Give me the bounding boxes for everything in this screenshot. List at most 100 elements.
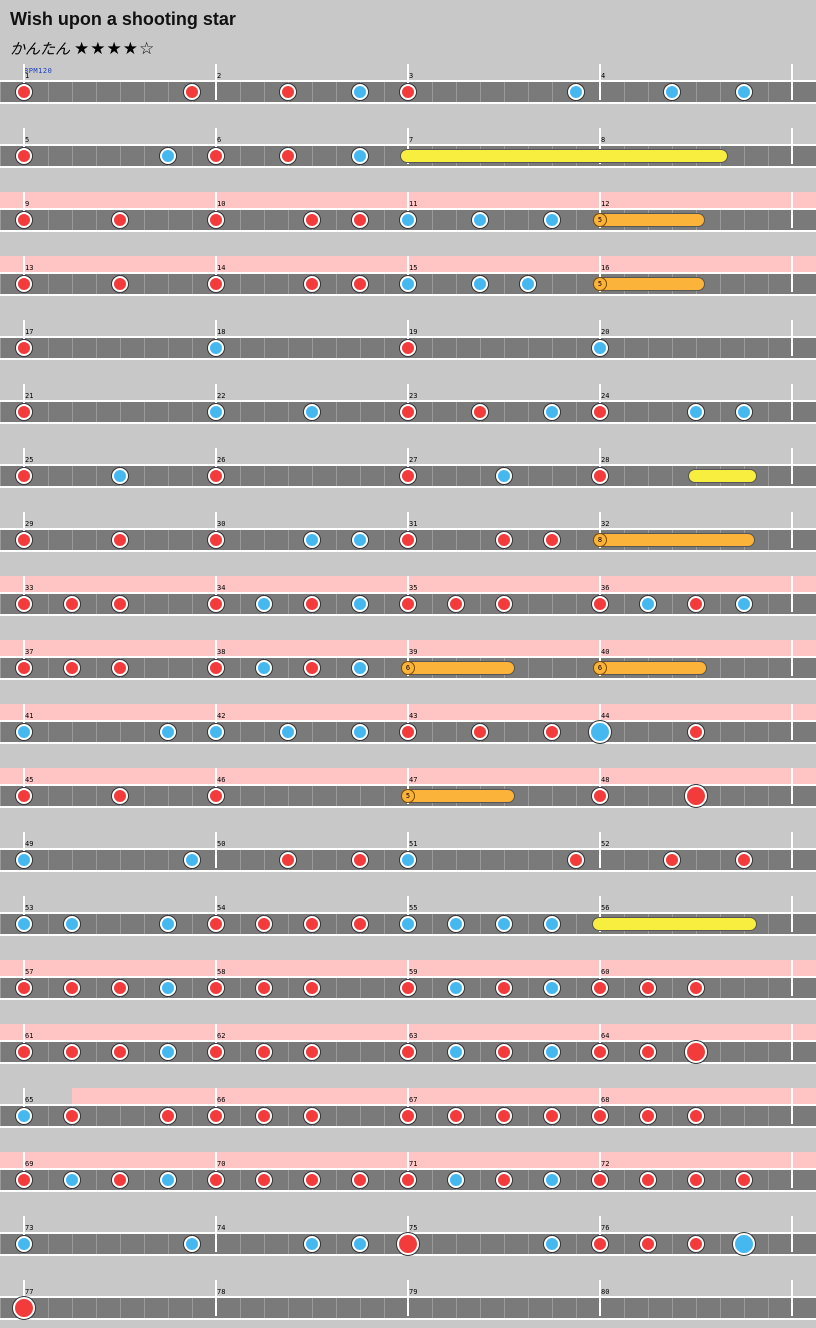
bar-line [407, 448, 409, 484]
bar-line [791, 448, 793, 484]
beat-line [96, 210, 97, 230]
beat-line [144, 914, 145, 934]
beat-line [720, 1042, 721, 1062]
don-note [280, 84, 296, 100]
bar-line [215, 128, 217, 164]
beat-line [768, 594, 769, 614]
measure-number: 17 [25, 328, 34, 336]
beat-line [432, 402, 433, 422]
measure-number: 1 [25, 72, 30, 80]
beat-line [768, 850, 769, 870]
beat-line [360, 1298, 361, 1318]
don-note [64, 660, 80, 676]
ka-note [352, 84, 368, 100]
bar-line [791, 640, 793, 676]
beat-line [528, 850, 529, 870]
measure-number: 61 [25, 1032, 34, 1040]
ka-note [544, 1044, 560, 1060]
gogo-section [72, 1088, 816, 1105]
measure-number: 38 [217, 648, 226, 656]
ka-note [640, 596, 656, 612]
beat-line [72, 82, 73, 102]
don-note [208, 916, 224, 932]
beat-line [288, 1298, 289, 1318]
don-note [400, 724, 416, 740]
measure-number: 48 [601, 776, 610, 784]
bar-line [407, 64, 409, 100]
beat-line [48, 1106, 49, 1126]
bar-line [23, 1024, 25, 1060]
bar-line [215, 320, 217, 356]
don-note [208, 148, 224, 164]
measure-number: 65 [25, 1096, 34, 1104]
beat-line [720, 786, 721, 806]
bar-line [599, 384, 601, 420]
beat-line [480, 1042, 481, 1062]
don-note [256, 980, 272, 996]
beat-line [48, 722, 49, 742]
don-note [496, 532, 512, 548]
beat-line [360, 1042, 361, 1062]
ka-note [448, 916, 464, 932]
beat-line [384, 1298, 385, 1318]
bar-line [599, 512, 601, 548]
measure-number: 26 [217, 456, 226, 464]
bar-line [791, 192, 793, 228]
beat-line [288, 658, 289, 678]
bar-line [215, 576, 217, 612]
beat-line [168, 82, 169, 102]
measure-number: 23 [409, 392, 418, 400]
beat-line [192, 1298, 193, 1318]
beat-line [648, 402, 649, 422]
don-note [688, 980, 704, 996]
measure-number: 10 [217, 200, 226, 208]
beat-line [672, 722, 673, 742]
bar-line [215, 192, 217, 228]
beat-line [432, 594, 433, 614]
ka-note [352, 596, 368, 612]
bar-line [791, 320, 793, 356]
bar-line [599, 320, 601, 356]
don-note [352, 852, 368, 868]
beat-line [240, 338, 241, 358]
beat-line [744, 978, 745, 998]
measure-number: 75 [409, 1224, 418, 1232]
beat-line [48, 658, 49, 678]
measure-number: 33 [25, 584, 34, 592]
beat-line [312, 466, 313, 486]
beat-line [720, 1234, 721, 1254]
measure-number: 58 [217, 968, 226, 976]
beat-line [456, 210, 457, 230]
beat-line [744, 786, 745, 806]
beat-line [240, 82, 241, 102]
beat-line [768, 786, 769, 806]
beat-line [744, 146, 745, 166]
beat-line [192, 1042, 193, 1062]
don-note [544, 1108, 560, 1124]
beat-line [528, 1298, 529, 1318]
don-note [736, 1172, 752, 1188]
don-note [16, 980, 32, 996]
ka-note [352, 532, 368, 548]
beat-line [192, 338, 193, 358]
beat-line [144, 274, 145, 294]
beat-line [48, 1042, 49, 1062]
bar-line [791, 128, 793, 164]
beat-line [768, 146, 769, 166]
ka-note [16, 1236, 32, 1252]
beat-line [96, 530, 97, 550]
beat-line [576, 338, 577, 358]
ka-note [472, 212, 488, 228]
beat-line [96, 1106, 97, 1126]
beat-line [576, 210, 577, 230]
don-note [472, 724, 488, 740]
beat-line [624, 1170, 625, 1190]
beat-line [0, 1042, 1, 1062]
bar-line [407, 256, 409, 292]
ka-note [688, 404, 704, 420]
bar-line [23, 640, 25, 676]
don-note [16, 660, 32, 676]
beat-line [312, 338, 313, 358]
beat-line [336, 786, 337, 806]
ka-note [664, 84, 680, 100]
